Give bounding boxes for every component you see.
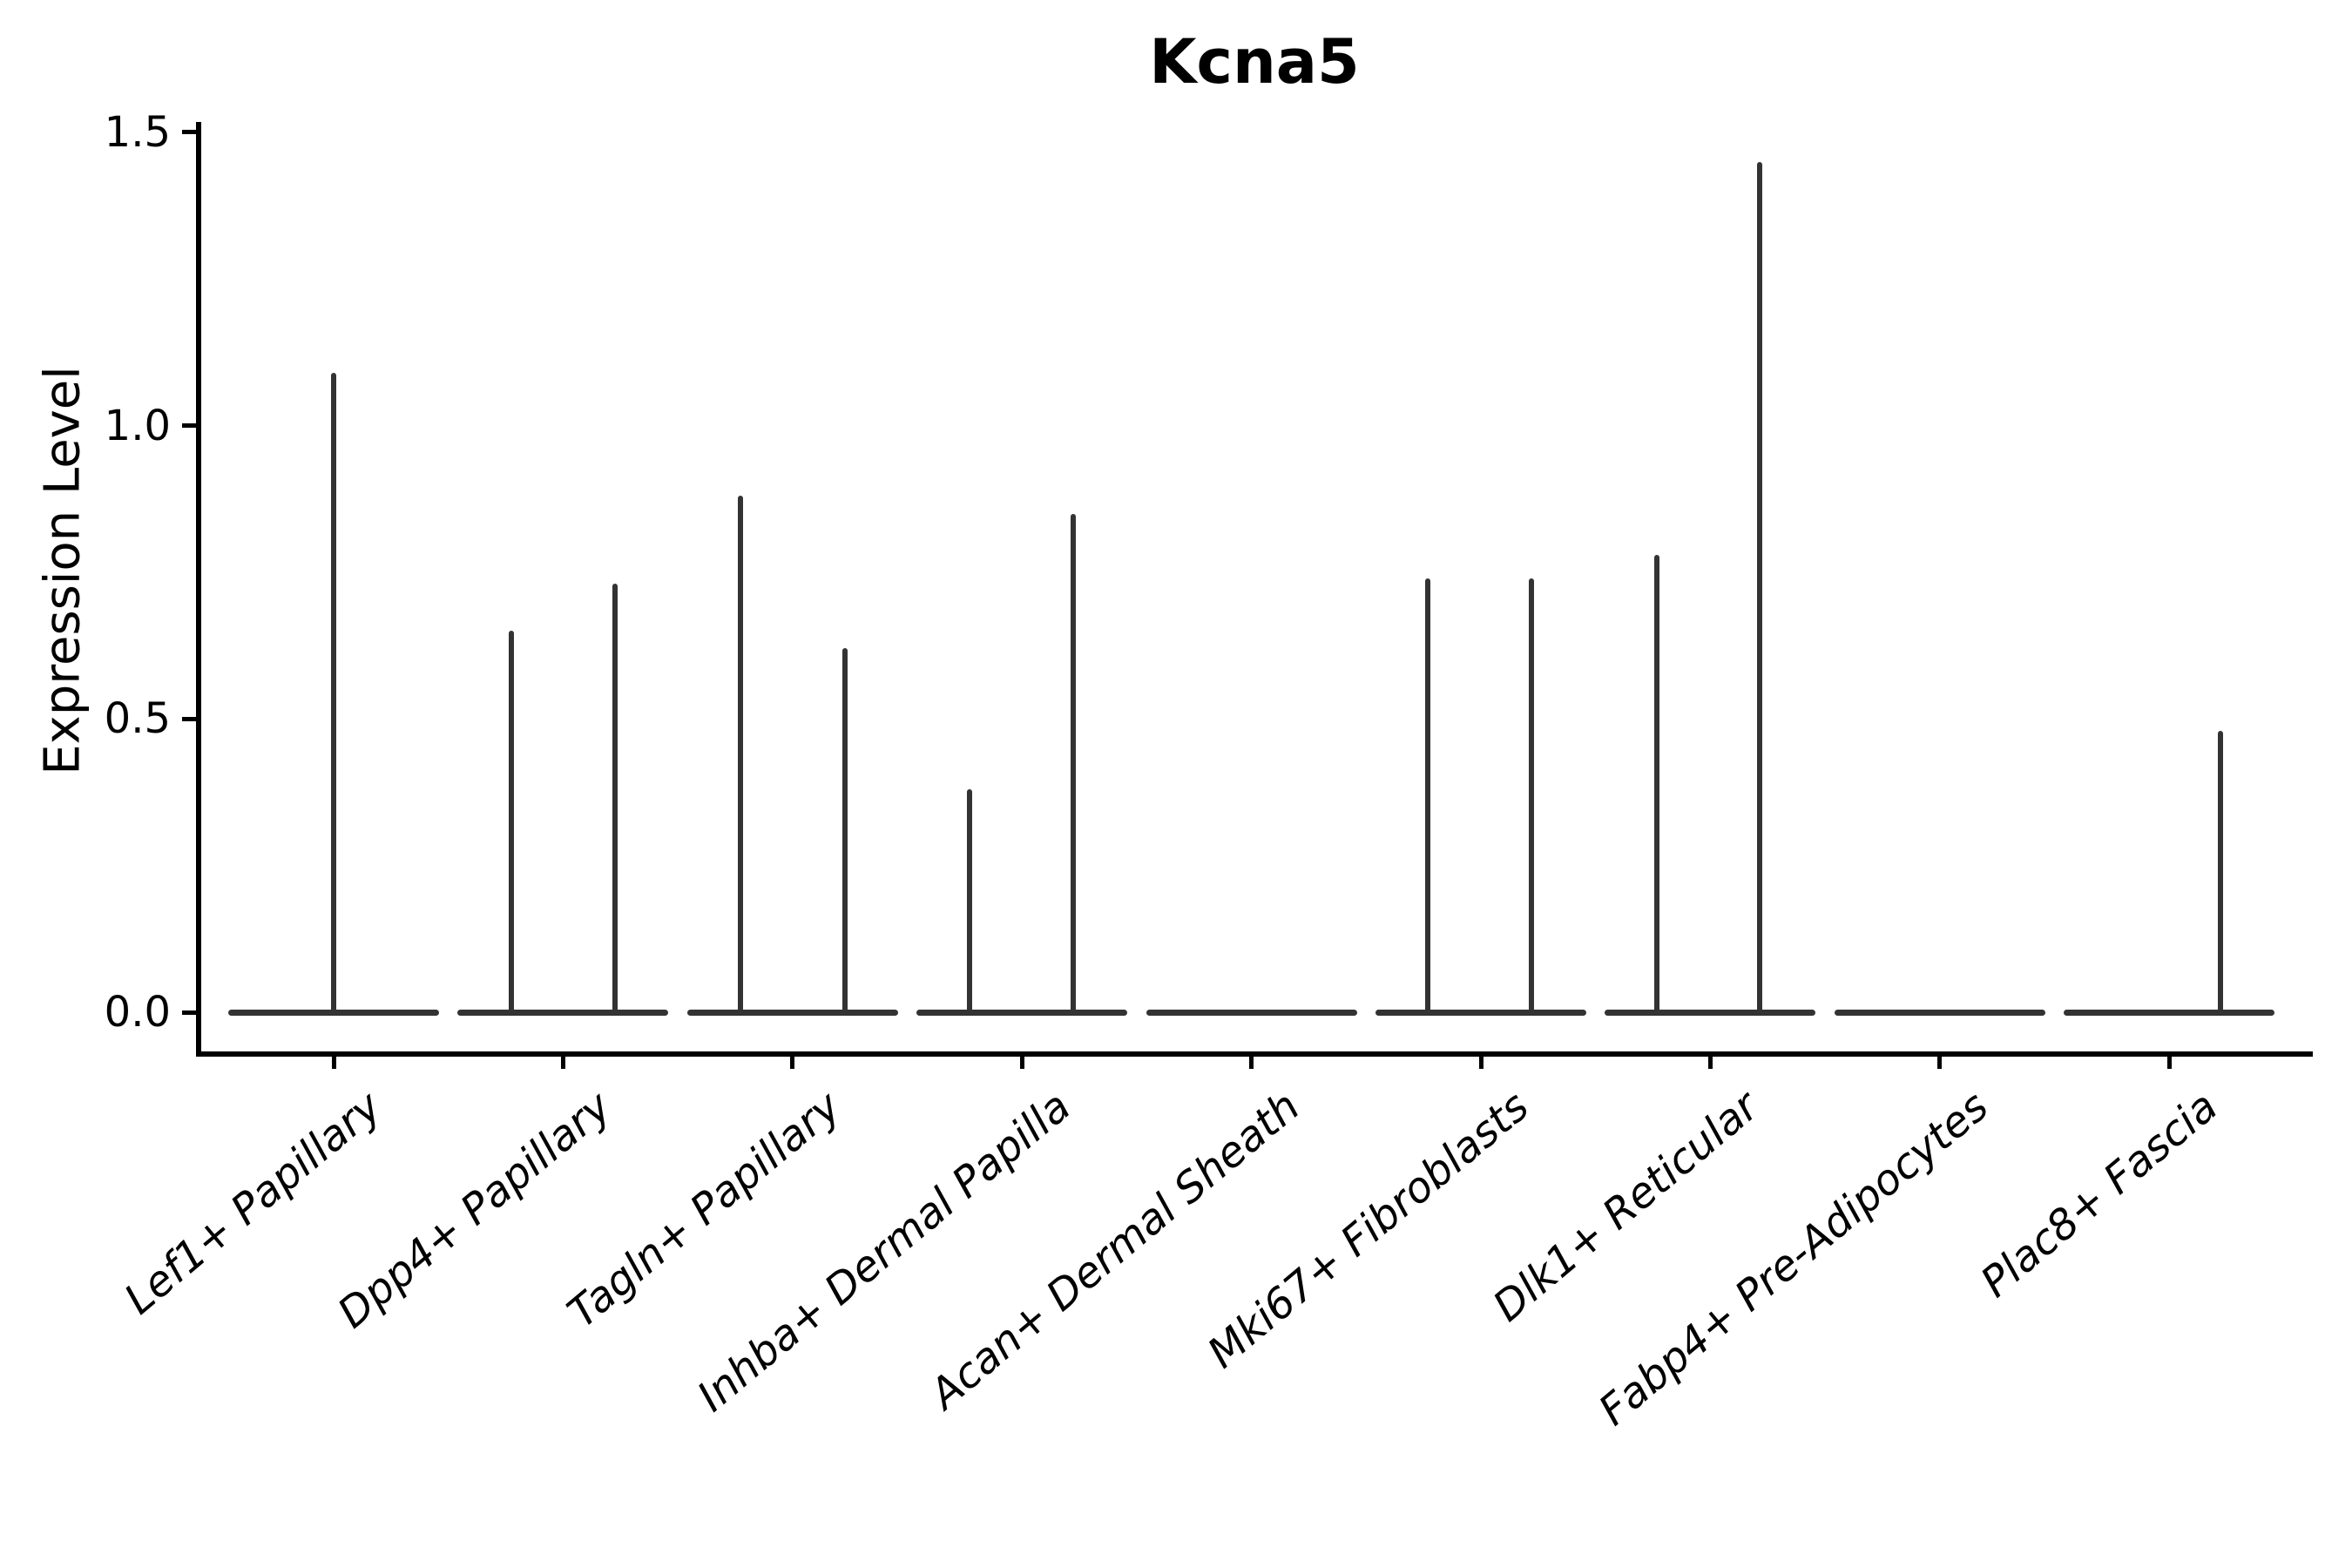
violin-spike <box>841 648 848 1015</box>
violin-spike <box>508 631 514 1015</box>
violin-baseline <box>1375 1009 1586 1016</box>
violin-spike <box>967 789 973 1015</box>
plot-title: Kcna5 <box>1149 26 1360 98</box>
violin-spike <box>1653 554 1659 1015</box>
y-tick-mark <box>182 423 197 429</box>
x-tick-label: Fabp4+ Pre-Adipocytes <box>1589 1082 1997 1436</box>
x-tick-mark <box>1019 1054 1024 1069</box>
violin-baseline <box>1605 1009 1816 1016</box>
x-tick-label: Acan+ Dermal Sheath <box>921 1082 1309 1419</box>
violin-spike <box>1071 513 1077 1015</box>
violin-spike <box>612 584 618 1015</box>
violin-spike <box>1424 578 1430 1015</box>
violin-spike <box>1528 578 1534 1015</box>
violin-baseline <box>916 1009 1128 1016</box>
y-axis-spine <box>196 122 201 1057</box>
x-tick-mark <box>1707 1054 1713 1069</box>
y-tick-label: 1.5 <box>104 107 171 157</box>
x-tick-mark <box>1937 1054 1943 1069</box>
x-tick-mark <box>560 1054 565 1069</box>
x-tick-mark <box>790 1054 795 1069</box>
violin-baseline <box>1146 1009 1357 1016</box>
violin-baseline <box>457 1009 669 1016</box>
x-tick-label: Inhba+ Dermal Papilla <box>687 1082 1080 1422</box>
y-tick-label: 1.0 <box>104 401 171 450</box>
violin-spike <box>2218 730 2224 1015</box>
y-tick-mark <box>182 716 197 721</box>
y-tick-label: 0.0 <box>104 988 171 1037</box>
x-axis-spine <box>196 1051 2313 1057</box>
violin-baseline <box>1834 1009 2045 1016</box>
violin-baseline <box>2064 1009 2275 1016</box>
x-tick-mark <box>2166 1054 2172 1069</box>
x-tick-mark <box>1478 1054 1484 1069</box>
y-tick-label: 0.5 <box>104 694 171 744</box>
violin-spike <box>331 372 336 1015</box>
violin-spike <box>738 496 743 1015</box>
violin-spike <box>1756 161 1762 1015</box>
y-tick-mark <box>182 1010 197 1015</box>
x-tick-label: Plac8+ Fascia <box>1971 1082 2227 1308</box>
y-tick-mark <box>182 130 197 135</box>
x-tick-mark <box>331 1054 336 1069</box>
x-tick-mark <box>1249 1054 1254 1069</box>
violin-baseline <box>686 1009 898 1016</box>
